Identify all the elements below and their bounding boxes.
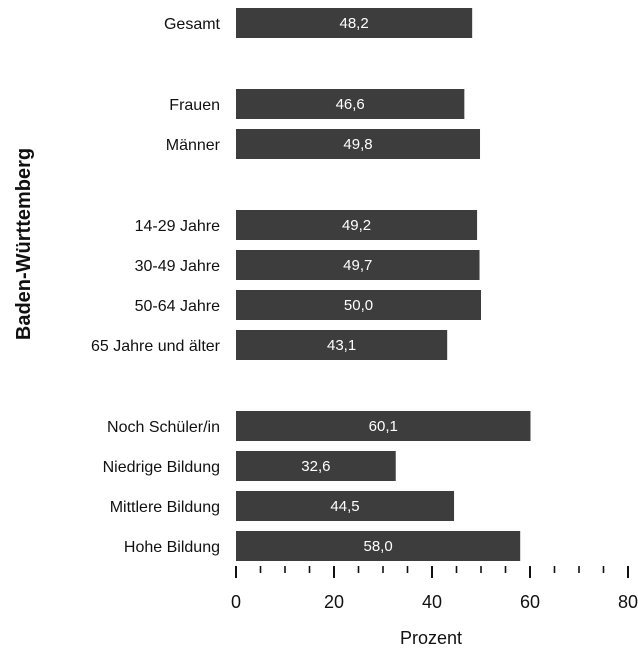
bar-value-label: 48,2 (339, 15, 368, 32)
bar (236, 210, 478, 240)
bar-value-label: 58,0 (363, 538, 392, 555)
bar-value-label: 46,6 (336, 96, 365, 113)
bar (236, 451, 396, 481)
bar (236, 290, 481, 320)
bar (236, 250, 480, 280)
bar (236, 531, 521, 561)
category-label: Männer (166, 137, 221, 154)
category-label: 14-29 Jahre (135, 218, 220, 235)
category-label: Gesamt (164, 16, 221, 33)
bar (236, 411, 531, 441)
bar-value-label: 44,5 (330, 498, 359, 515)
bar-value-label: 49,7 (343, 257, 372, 274)
category-label: Frauen (169, 97, 220, 114)
bar (236, 129, 481, 159)
bar-value-label: 60,1 (369, 418, 398, 435)
bar-value-label: 49,8 (343, 136, 372, 153)
category-label: Niedrige Bildung (103, 459, 220, 476)
x-tick-label: 0 (231, 592, 241, 612)
bars-layer: 48,2 Gesamt 46,6 Frauen 49,8 Männer 49,2 14-29 … (91, 8, 531, 561)
category-label: Noch Schüler/in (107, 419, 220, 436)
x-tick-label: 80 (618, 592, 638, 612)
bar-value-label: 43,1 (327, 337, 356, 354)
group-label: Baden-Württemberg (13, 148, 35, 340)
bar (236, 89, 465, 119)
x-tick-label: 20 (324, 592, 344, 612)
category-label: Hohe Bildung (124, 539, 220, 556)
x-tick-label: 60 (520, 592, 540, 612)
bar-value-label: 32,6 (301, 458, 330, 475)
category-label: 65 Jahre und älter (91, 338, 221, 355)
x-tick-label: 40 (422, 592, 442, 612)
category-label: 30-49 Jahre (135, 258, 220, 275)
category-label: Mittlere Bildung (110, 499, 220, 516)
bar (236, 330, 448, 360)
bar (236, 491, 455, 521)
bar (236, 8, 473, 38)
bar-value-label: 50,0 (344, 297, 373, 314)
bar-value-label: 49,2 (342, 217, 371, 234)
category-label: 50-64 Jahre (135, 298, 220, 315)
x-axis-title: Prozent (400, 628, 462, 648)
x-axis: 0 20 40 60 80 (231, 566, 638, 612)
